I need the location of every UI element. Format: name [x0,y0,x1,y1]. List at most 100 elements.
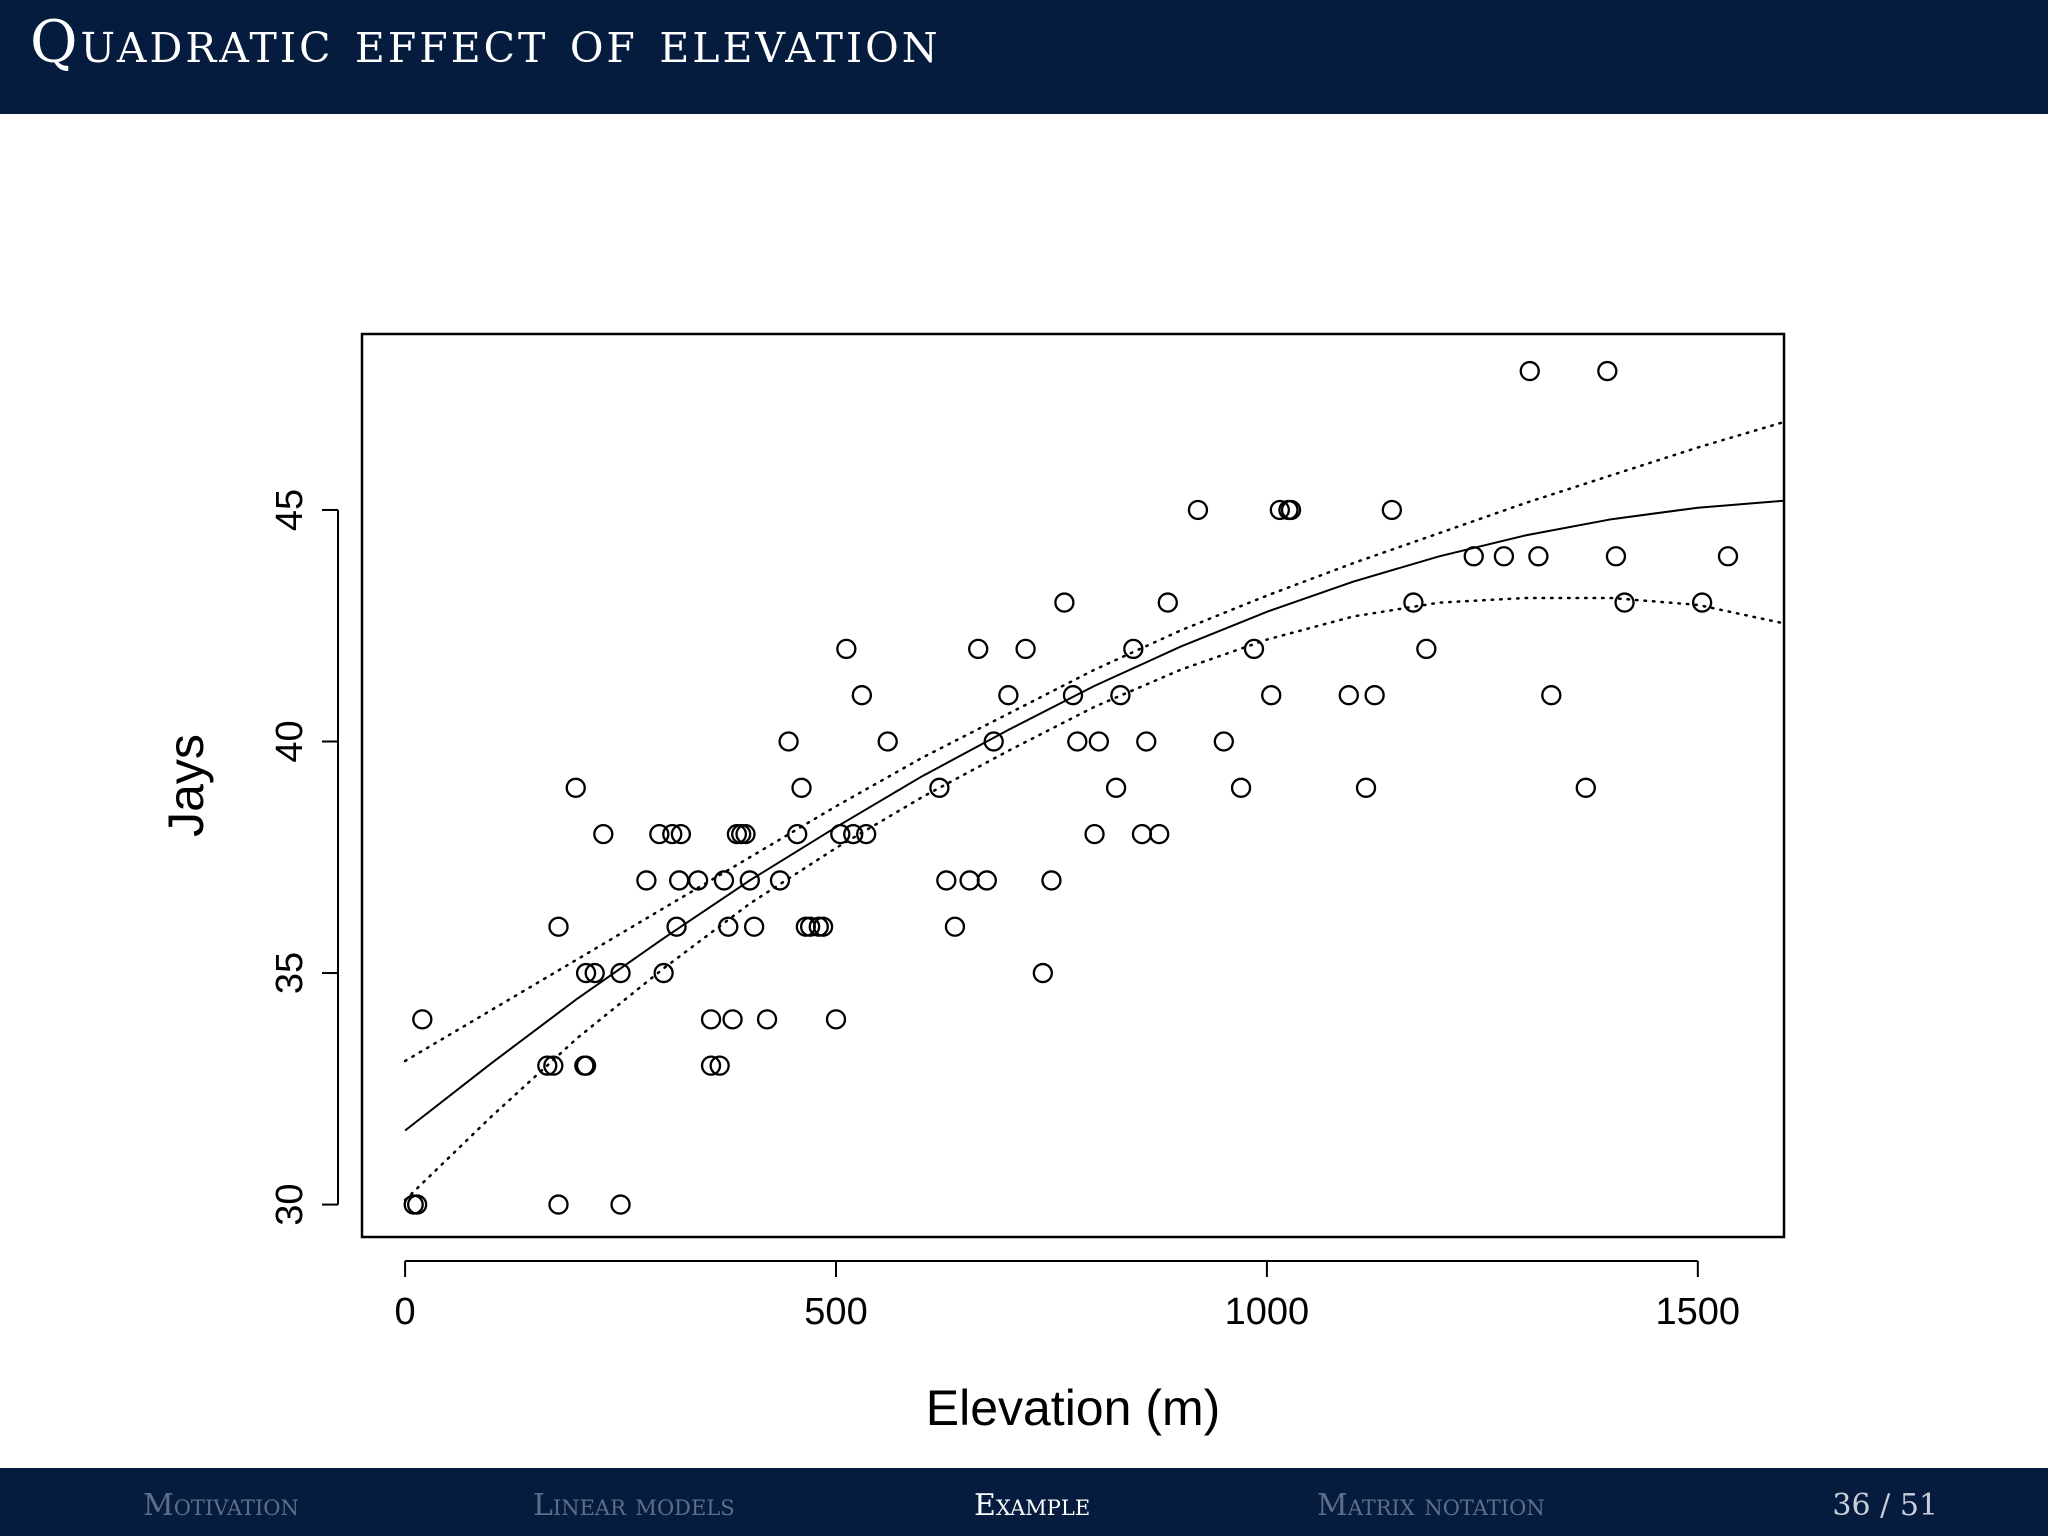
data-point [1123,638,1144,660]
data-point [825,1009,847,1030]
data-point [1463,546,1484,567]
data-point [1338,685,1359,706]
data-point [670,823,692,845]
data-point [666,916,687,937]
data-point [1717,546,1739,567]
data-point [1213,731,1234,752]
data-point [1519,360,1540,382]
data-point [1269,499,1290,521]
slide-title: Quadratic effect of elevation [30,8,941,76]
plot-frame [360,332,1786,1239]
data-point [1528,546,1549,567]
data-point [1041,870,1062,891]
data-point [1605,546,1627,567]
data-point [537,1055,558,1076]
data-point [778,731,799,752]
data-point [735,823,756,845]
data-point [575,962,597,984]
data-point [575,1055,597,1076]
data-point [1355,777,1377,798]
data-point [983,731,1004,752]
data-point [1032,962,1053,984]
data-point [584,962,605,984]
y-tick-label: 40 [269,720,311,762]
data-point [668,870,690,891]
data-point [1493,546,1515,567]
data-point [548,916,569,937]
data-point [944,916,966,937]
data-point [1054,592,1075,613]
footer-navigation: Motivation Linear models Example Matrix … [0,1468,2048,1536]
nav-item-motivation[interactable]: Motivation [143,1488,299,1523]
data-point [1364,685,1385,706]
data-point [1015,638,1036,660]
data-point [1597,360,1618,382]
data-point [1575,777,1596,798]
data-point [1088,731,1110,752]
data-point [769,870,791,891]
y-tick-label: 30 [269,1183,311,1225]
data-point [565,777,586,798]
y-tick-label: 45 [269,489,311,531]
data-point [1067,731,1088,752]
data-point [959,870,980,891]
data-point [739,870,760,891]
data-point [653,962,674,984]
x-axis-label: Elevation (m) [926,1380,1221,1436]
data-point [709,1055,730,1076]
nav-item-example[interactable]: Example [974,1488,1091,1523]
data-point [1541,685,1562,706]
data-point [543,1055,564,1076]
nav-item-matrix-notation[interactable]: Matrix notation [1317,1488,1545,1523]
data-point [843,823,864,845]
data-point [799,916,821,937]
x-tick-label: 500 [804,1291,867,1333]
slide-header: Quadratic effect of elevation [0,0,2048,114]
data-point [412,1009,433,1030]
data-point [718,916,739,937]
lower-confidence-band [403,596,1786,1202]
data-point [407,1194,428,1215]
page-current: 36 [1832,1488,1871,1523]
data-point [1280,499,1302,521]
x-tick-label: 1500 [1656,1291,1741,1333]
upper-confidence-band [403,420,1786,1063]
page-number: 36 / 51 [1832,1488,1938,1523]
data-point [1062,685,1084,706]
data-point [877,731,898,752]
data-point [662,823,683,845]
data-point [812,916,834,937]
data-point [1157,592,1178,613]
y-axis-label: Jays [158,734,214,837]
data-point [687,870,709,891]
data-point [1187,499,1209,521]
data-point [1230,777,1252,798]
data-point [722,1009,743,1030]
data-point [851,685,873,706]
data-point [1261,685,1282,706]
data-point [649,823,670,845]
data-point [610,1194,631,1215]
data-point [636,870,657,891]
data-point [700,1009,722,1030]
data-point [1403,592,1424,613]
data-point [1136,731,1157,752]
page-total: 51 [1899,1488,1938,1523]
data-point [731,823,752,845]
nav-item-linear-models[interactable]: Linear models [533,1488,735,1523]
data-point [1084,823,1105,845]
data-point [791,777,812,798]
data-point [1131,823,1153,845]
data-point [830,823,851,845]
data-point [1149,823,1170,845]
data-point [1110,685,1131,706]
data-point [1243,638,1265,660]
data-point [756,1009,778,1030]
x-tick-label: 1000 [1225,1291,1310,1333]
data-point [968,638,989,660]
data-point [787,823,808,845]
data-point [836,638,857,660]
data-point [1614,592,1635,613]
x-tick-label: 0 [395,1291,416,1333]
data-point [1416,638,1437,660]
